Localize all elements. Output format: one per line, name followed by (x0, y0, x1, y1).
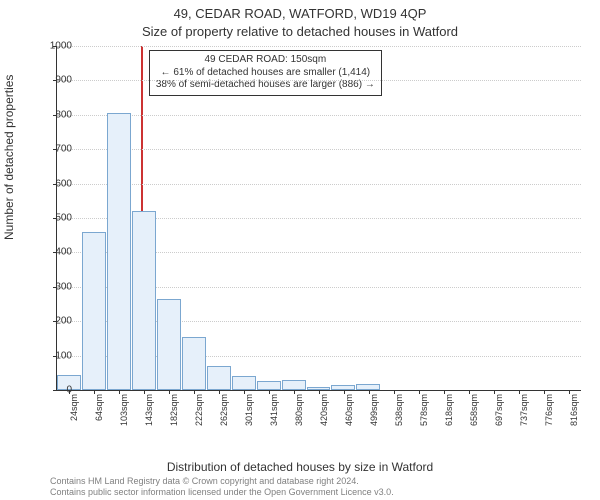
x-tick-label: 499sqm (369, 394, 379, 434)
y-tick-label: 300 (32, 281, 72, 292)
x-tick-label: 578sqm (419, 394, 429, 434)
bar (132, 211, 156, 390)
bar (257, 381, 281, 390)
x-tick-label: 776sqm (544, 394, 554, 434)
y-tick-label: 700 (32, 144, 72, 155)
grid-line (57, 149, 581, 150)
y-tick-label: 500 (32, 213, 72, 224)
x-tick-label: 420sqm (319, 394, 329, 434)
x-tick-label: 341sqm (269, 394, 279, 434)
chart-title-address: 49, CEDAR ROAD, WATFORD, WD19 4QP (0, 6, 600, 21)
x-tick-label: 538sqm (394, 394, 404, 434)
bar (107, 113, 131, 390)
x-tick-label: 658sqm (469, 394, 479, 434)
x-axis-label: Distribution of detached houses by size … (0, 460, 600, 474)
y-tick-label: 0 (32, 385, 72, 396)
footer: Contains HM Land Registry data © Crown c… (50, 476, 394, 498)
x-tick-label: 64sqm (94, 394, 104, 434)
grid-line (57, 46, 581, 47)
y-axis-label: Number of detached properties (2, 75, 16, 240)
x-tick-label: 618sqm (444, 394, 454, 434)
bar (282, 380, 306, 390)
x-tick-label: 103sqm (119, 394, 129, 434)
x-tick-label: 262sqm (219, 394, 229, 434)
y-tick-label: 800 (32, 109, 72, 120)
footer-line1: Contains HM Land Registry data © Crown c… (50, 476, 394, 487)
x-tick-label: 301sqm (244, 394, 254, 434)
x-tick-label: 697sqm (494, 394, 504, 434)
y-tick-label: 900 (32, 75, 72, 86)
chart-title-subtitle: Size of property relative to detached ho… (0, 24, 600, 39)
x-tick-label: 222sqm (194, 394, 204, 434)
x-tick-label: 182sqm (169, 394, 179, 434)
y-tick-label: 400 (32, 247, 72, 258)
bar (82, 232, 106, 390)
chart-container: 49, CEDAR ROAD, WATFORD, WD19 4QP Size o… (0, 0, 600, 500)
footer-line2: Contains public sector information licen… (50, 487, 394, 498)
x-tick-label: 380sqm (294, 394, 304, 434)
plot-area: 49 CEDAR ROAD: 150sqm ← 61% of detached … (56, 46, 581, 391)
grid-line (57, 184, 581, 185)
x-tick-label: 816sqm (569, 394, 579, 434)
annotation-line2: ← 61% of detached houses are smaller (1,… (156, 67, 375, 80)
x-tick-label: 460sqm (344, 394, 354, 434)
annotation-line1: 49 CEDAR ROAD: 150sqm (156, 54, 375, 67)
y-tick-label: 1000 (32, 41, 72, 52)
bar (207, 366, 231, 390)
annotation-box: 49 CEDAR ROAD: 150sqm ← 61% of detached … (149, 50, 382, 96)
bar (232, 376, 256, 390)
x-tick-label: 143sqm (144, 394, 154, 434)
y-tick-label: 600 (32, 178, 72, 189)
bar (157, 299, 181, 390)
grid-line (57, 115, 581, 116)
y-tick-label: 100 (32, 350, 72, 361)
y-tick-label: 200 (32, 316, 72, 327)
x-tick-label: 24sqm (69, 394, 79, 434)
grid-line (57, 80, 581, 81)
bar (182, 337, 206, 390)
x-tick-label: 737sqm (519, 394, 529, 434)
